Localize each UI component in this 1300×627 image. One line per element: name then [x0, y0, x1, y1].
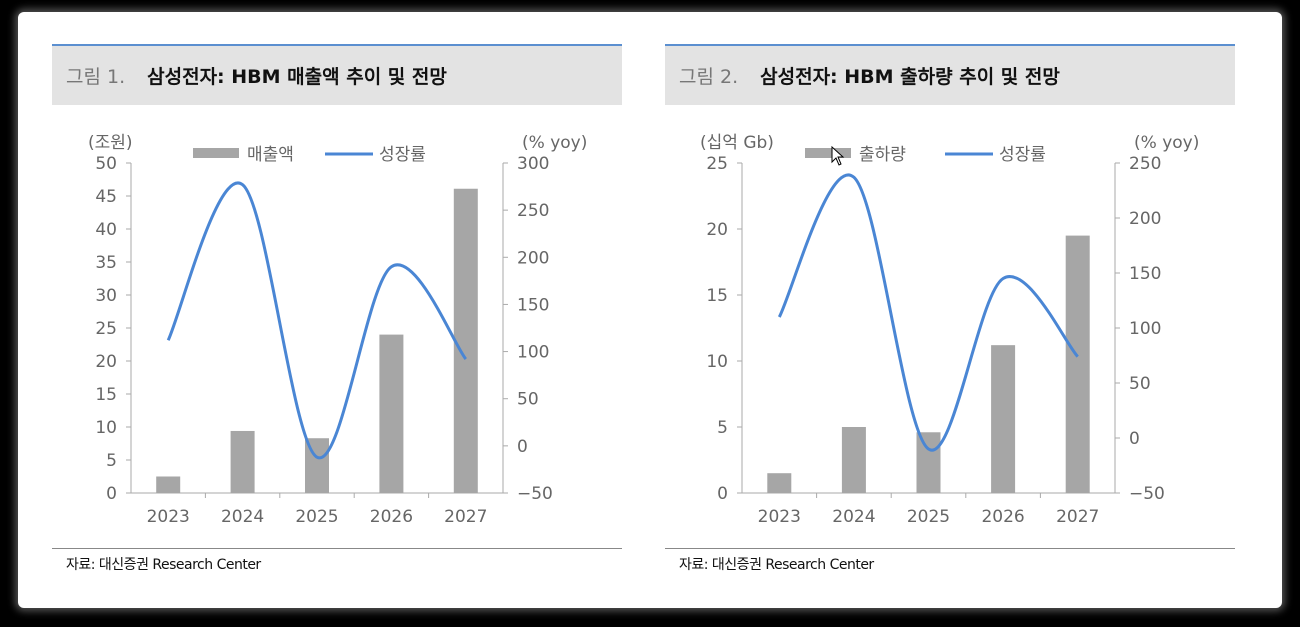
left-tick-label: 0: [106, 484, 117, 504]
bar-2024: [841, 427, 866, 493]
left-tick-label: 15: [95, 385, 117, 405]
bar-2024: [230, 430, 255, 493]
right-axis-unit: (% yoy): [522, 133, 587, 153]
figure-1-header: 그림 1. 삼성전자: HBM 매출액 추이 및 전망: [52, 44, 622, 105]
legend-line-label: 성장률: [379, 145, 426, 165]
left-tick-label: 0: [717, 484, 728, 504]
figure-1-source: 자료: 대신증권 Research Center: [66, 557, 261, 573]
left-tick-label: 20: [706, 220, 728, 240]
figure-2-source: 자료: 대신증권 Research Center: [679, 557, 874, 573]
left-tick-label: 5: [717, 418, 728, 438]
left-tick-label: 10: [95, 418, 117, 438]
x-tick-label: 2024: [832, 507, 875, 527]
left-tick-label: 35: [95, 253, 117, 273]
bar-2027: [1065, 235, 1090, 493]
right-tick-label: 250: [1129, 154, 1161, 174]
right-tick-label: 150: [517, 295, 549, 315]
growth-rate-line: [166, 181, 468, 459]
right-tick-label: 100: [517, 343, 549, 363]
bar-2027: [453, 188, 478, 494]
legend-bar-label: 출하량: [859, 145, 906, 165]
left-tick-label: 5: [106, 451, 117, 471]
right-tick-label: 50: [1129, 374, 1151, 394]
left-tick-label: 25: [95, 319, 117, 339]
right-tick-label: 0: [1129, 429, 1140, 449]
bar-2025: [916, 432, 941, 493]
right-tick-label: 100: [1129, 319, 1161, 339]
x-tick-label: 2025: [295, 507, 338, 527]
left-tick-label: 15: [706, 286, 728, 306]
x-tick-label: 2026: [981, 507, 1024, 527]
x-tick-label: 2027: [444, 507, 487, 527]
right-tick-label: −50: [517, 484, 553, 504]
right-tick-label: 150: [1129, 264, 1161, 284]
figure-1-source-divider: [52, 548, 622, 549]
left-axis-unit: (십억 Gb): [700, 133, 774, 153]
bar-2026: [379, 334, 404, 493]
left-tick-label: 50: [95, 154, 117, 174]
legend-bar-label: 매출액: [247, 145, 294, 165]
x-tick-label: 2025: [907, 507, 950, 527]
right-tick-label: 200: [1129, 209, 1161, 229]
x-tick-label: 2023: [147, 507, 190, 527]
figure-2-source-divider: [665, 548, 1235, 549]
right-tick-label: 250: [517, 201, 549, 221]
right-tick-label: −50: [1129, 484, 1165, 504]
bar-2026: [991, 345, 1016, 493]
left-tick-label: 20: [95, 352, 117, 372]
figure-1-label: 그림 1.: [66, 66, 126, 88]
figure-2-header: 그림 2. 삼성전자: HBM 출하량 추이 및 전망: [665, 44, 1235, 105]
x-tick-label: 2023: [758, 507, 801, 527]
chart-1: 05101520253035404550−5005010015020025030…: [88, 133, 587, 527]
bar-2023: [156, 476, 181, 493]
x-tick-label: 2026: [370, 507, 413, 527]
left-tick-label: 45: [95, 187, 117, 207]
x-tick-label: 2024: [221, 507, 264, 527]
left-tick-label: 30: [95, 286, 117, 306]
left-axis-unit: (조원): [88, 133, 133, 153]
legend-bar-swatch: [193, 148, 239, 158]
figure-1-title: 삼성전자: HBM 매출액 추이 및 전망: [147, 66, 447, 88]
bar-2023: [767, 473, 792, 493]
right-tick-label: 200: [517, 248, 549, 268]
left-tick-label: 10: [706, 352, 728, 372]
legend-line-label: 성장률: [999, 145, 1046, 165]
growth-rate-line: [777, 173, 1079, 452]
mouse-cursor-icon: [831, 146, 845, 166]
right-tick-label: 50: [517, 390, 539, 410]
left-tick-label: 40: [95, 220, 117, 240]
right-axis-unit: (% yoy): [1134, 133, 1199, 153]
legend-bar-swatch: [805, 148, 851, 158]
right-tick-label: 300: [517, 154, 549, 174]
figure-2-title: 삼성전자: HBM 출하량 추이 및 전망: [760, 66, 1060, 88]
x-tick-label: 2027: [1056, 507, 1099, 527]
figure-2-label: 그림 2.: [679, 66, 739, 88]
left-tick-label: 25: [706, 154, 728, 174]
right-tick-label: 0: [517, 437, 528, 457]
